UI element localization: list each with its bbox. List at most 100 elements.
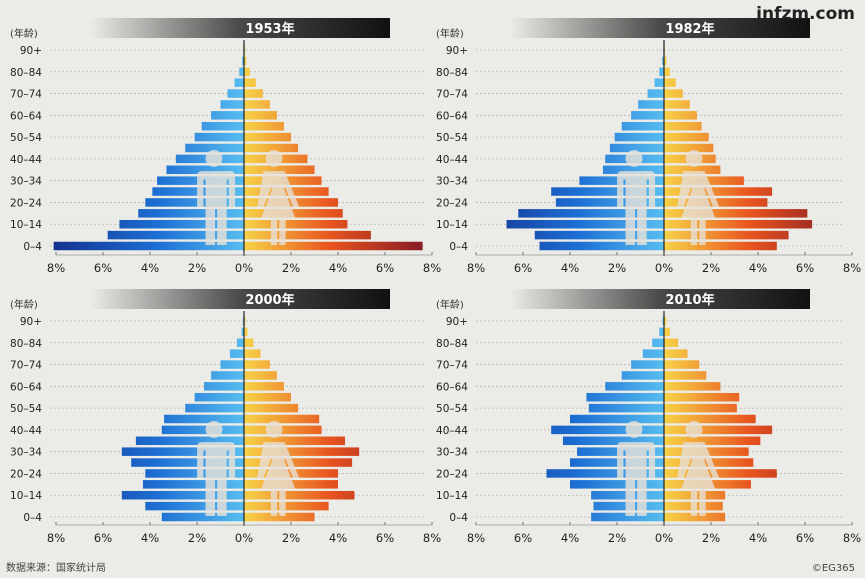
female-bar (244, 371, 277, 380)
male-bar (602, 165, 664, 175)
female-bar (664, 165, 721, 175)
female-bar (244, 121, 284, 131)
panel-title-bar (90, 18, 390, 38)
male-bar (614, 132, 664, 142)
x-tick-label: 4% (561, 261, 579, 275)
male-bar (621, 121, 664, 131)
male-figure-icon (197, 421, 236, 516)
x-tick-label: 6% (796, 531, 814, 545)
female-bar (244, 230, 371, 240)
age-axis-label: (年龄) (10, 298, 38, 311)
male-bar (121, 447, 244, 456)
female-bar (244, 436, 346, 446)
age-tick-label: 30–34 (436, 447, 468, 459)
age-tick-label: 70–74 (10, 89, 42, 101)
male-bar (194, 392, 244, 402)
x-tick-label: 6% (376, 261, 394, 275)
male-bar (145, 469, 244, 478)
male-bar (53, 241, 244, 251)
female-figure-icon (677, 421, 720, 516)
x-tick-label: 2% (188, 531, 206, 545)
male-bar (161, 512, 244, 522)
male-bar (194, 132, 244, 142)
age-tick-label: 80–84 (436, 338, 468, 350)
male-bar (229, 349, 244, 358)
age-tick-label: 40–44 (436, 154, 468, 166)
age-tick-label: 40–44 (10, 154, 42, 166)
male-bar (591, 512, 664, 522)
x-tick-label: 8% (843, 531, 861, 545)
age-tick-label: 40–44 (436, 425, 468, 437)
male-bar (654, 78, 664, 87)
male-figure-icon (617, 421, 656, 516)
age-tick-label: 0–4 (23, 512, 42, 524)
age-tick-label: 80–84 (10, 67, 42, 79)
age-tick-label: 60–64 (10, 110, 42, 122)
female-bar (664, 121, 702, 131)
male-bar (518, 209, 664, 218)
age-tick-label: 10–14 (10, 219, 42, 231)
age-tick-label: 90+ (446, 316, 468, 328)
x-tick-label: 8% (467, 531, 485, 545)
age-tick-label: 0–4 (449, 512, 468, 524)
female-bar (244, 89, 263, 98)
male-bar (220, 100, 244, 109)
female-bar (664, 360, 700, 369)
female-bar (664, 241, 777, 251)
age-tick-label: 50–54 (436, 403, 468, 415)
panel-title: 1953年 (245, 21, 294, 37)
female-bar (664, 230, 789, 240)
age-tick-label: 90+ (446, 45, 468, 57)
age-tick-label: 60–64 (436, 110, 468, 122)
x-tick-label: 0% (655, 261, 673, 275)
male-bar (659, 67, 664, 77)
age-tick-label: 20–24 (436, 468, 468, 480)
age-tick-label: 90+ (20, 316, 42, 328)
female-bar (664, 67, 670, 77)
male-figure-icon (617, 150, 656, 245)
male-bar (631, 111, 664, 120)
male-bar (185, 143, 244, 153)
x-tick-label: 4% (329, 531, 347, 545)
female-series (664, 316, 777, 522)
female-bar (244, 143, 299, 153)
age-tick-label: 60–64 (436, 381, 468, 393)
male-bar (642, 349, 664, 358)
female-bar (244, 111, 277, 120)
female-bar (244, 403, 299, 413)
pyramid-panel: 2000年 (年龄) 0–4 10–14 20–24 30–34 40–44 50–54 60–… (10, 289, 441, 545)
male-bar (588, 403, 664, 413)
female-bar (664, 187, 773, 196)
female-bar (664, 143, 714, 153)
x-tick-label: 4% (329, 261, 347, 275)
female-bar (664, 403, 737, 413)
pyramid-panel: 1982年 (年龄) 0–4 10–14 20–24 30–34 40–44 50–54 60–… (436, 18, 861, 275)
male-bar (551, 425, 664, 435)
age-axis-label: (年龄) (436, 27, 464, 40)
female-bar (244, 219, 348, 229)
female-bar (664, 349, 688, 358)
brand-logo-text[interactable]: infzm.com (756, 4, 855, 24)
female-bar (664, 327, 670, 337)
age-tick-label: 10–14 (436, 219, 468, 231)
female-bar (244, 100, 270, 109)
female-figure-icon (257, 421, 300, 516)
male-bar (107, 230, 244, 240)
x-tick-label: 6% (514, 261, 532, 275)
x-tick-label: 4% (141, 261, 159, 275)
male-bar (121, 490, 244, 500)
x-tick-label: 6% (796, 261, 814, 275)
female-bar (664, 382, 721, 391)
age-axis-label: (年龄) (436, 298, 464, 311)
female-bar (244, 78, 256, 87)
female-bar (244, 425, 322, 435)
female-bar (244, 360, 270, 369)
male-figure-icon (197, 150, 236, 245)
female-bar (664, 512, 726, 522)
female-bar (244, 241, 423, 251)
panel-title: 2010年 (665, 292, 714, 308)
male-bar (638, 100, 664, 109)
x-tick-label: 4% (141, 531, 159, 545)
female-bar (244, 327, 248, 337)
age-tick-label: 30–34 (436, 176, 468, 188)
